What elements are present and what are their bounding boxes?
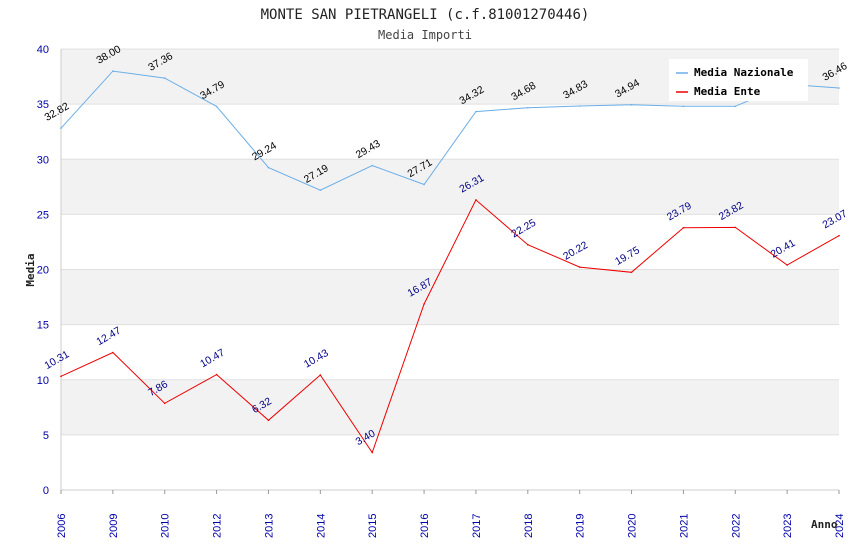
- data-point-media-nazionale: [163, 77, 166, 79]
- data-point-media-ente: [112, 351, 114, 354]
- data-label-media-ente: 19.75: [613, 244, 642, 268]
- y-tick-label: 5: [43, 430, 49, 442]
- data-label-media-ente: 22.25: [509, 217, 538, 241]
- data-label-media-ente: 20.22: [561, 239, 590, 263]
- x-tick-labels: 2006 2009 2010 2012 2013 2014 2015 2016 2017 2018…: [56, 490, 846, 538]
- data-label-media-ente: 10.43: [302, 347, 331, 371]
- data-point-media-nazionale: [475, 110, 477, 113]
- x-tick-label: 2009: [108, 514, 120, 538]
- axes: [60, 49, 839, 491]
- x-tick-label: 2021: [678, 514, 690, 538]
- data-point-media-ente: [475, 199, 477, 201]
- data-point-media-ente: [734, 226, 737, 229]
- x-tick-label: 2016: [419, 514, 431, 538]
- data-point-media-nazionale: [578, 105, 581, 107]
- data-point-media-nazionale: [267, 166, 270, 169]
- plot-background-bands: [61, 49, 839, 435]
- data-point-media-ente: [423, 303, 425, 305]
- data-point-media-nazionale: [527, 106, 529, 109]
- y-tick-label: 30: [37, 154, 49, 166]
- data-point-media-ente: [527, 243, 529, 246]
- data-point-media-ente: [163, 402, 166, 405]
- x-tick-label: 2024: [834, 514, 846, 538]
- x-tick-label: 2013: [263, 514, 275, 538]
- series-lines: [60, 70, 840, 454]
- y-tick-labels: 0 5 10 15 20 25 30 35 40: [37, 44, 49, 497]
- data-point-media-ente: [60, 375, 62, 378]
- y-tick-label: 10: [37, 375, 49, 387]
- x-tick-label: 2006: [56, 514, 68, 538]
- data-point-media-nazionale: [734, 105, 737, 108]
- y-tick-label: 35: [37, 99, 49, 111]
- data-point-media-nazionale: [630, 103, 633, 106]
- data-point-media-nazionale: [838, 87, 840, 89]
- data-point-media-ente: [578, 266, 581, 268]
- legend-label-ente: Media Ente: [694, 85, 761, 98]
- y-tick-label: 0: [43, 485, 49, 497]
- x-tick-label: 2020: [627, 514, 639, 538]
- data-point-media-ente: [838, 234, 840, 237]
- x-tick-label: 2022: [730, 514, 742, 538]
- y-tick-label: 15: [37, 320, 49, 332]
- plot-band: [61, 379, 839, 435]
- plot-band: [61, 269, 839, 325]
- data-point-media-ente: [682, 226, 685, 229]
- plot-band: [61, 159, 839, 215]
- x-tick-label: 2014: [315, 514, 327, 538]
- data-point-media-nazionale: [319, 189, 322, 192]
- x-tick-label: 2018: [523, 514, 535, 538]
- x-tick-label: 2017: [471, 514, 483, 538]
- x-tick-label: 2023: [782, 514, 794, 538]
- data-label-media-ente: 12.47: [94, 325, 123, 349]
- x-tick-label: 2015: [367, 514, 379, 538]
- series-line-media-nazionale: [60, 70, 840, 191]
- y-tick-label: 20: [37, 265, 49, 277]
- data-label-media-ente: 10.47: [198, 347, 227, 371]
- data-point-media-ente: [371, 451, 374, 454]
- x-tick-label: 2012: [212, 514, 224, 538]
- data-point-media-nazionale: [371, 164, 374, 167]
- legend-label-nazionale: Media Nazionale: [694, 66, 794, 79]
- data-label-media-ente: 10.31: [43, 348, 72, 372]
- data-point-media-nazionale: [60, 127, 62, 129]
- data-point-media-ente: [319, 374, 322, 376]
- data-label-media-ente: 20.41: [769, 237, 798, 261]
- series-line-media-ente: [60, 199, 840, 454]
- y-tick-label: 40: [37, 44, 49, 56]
- data-point-media-ente: [267, 419, 270, 422]
- data-point-media-ente: [215, 373, 218, 376]
- chart-subtitle: Media Importi: [378, 28, 472, 42]
- data-point-media-nazionale: [112, 70, 114, 72]
- y-tick-label: 25: [37, 209, 49, 221]
- chart-title: MONTE SAN PIETRANGELI (c.f.81001270446): [261, 7, 590, 23]
- data-point-media-ente: [786, 264, 788, 266]
- legend: Media Nazionale Media Ente: [669, 59, 808, 101]
- data-point-media-nazionale: [215, 105, 218, 108]
- data-point-media-ente: [630, 271, 633, 274]
- x-tick-label: 2010: [160, 514, 172, 538]
- x-axis-label: Anno: [811, 518, 838, 531]
- data-label-media-nazionale: 29.43: [354, 138, 383, 162]
- x-tick-label: 2019: [575, 514, 587, 538]
- legend-box: [669, 59, 808, 101]
- data-point-media-nazionale: [423, 183, 425, 186]
- data-point-media-nazionale: [682, 105, 685, 108]
- y-axis-label: Media: [24, 253, 37, 286]
